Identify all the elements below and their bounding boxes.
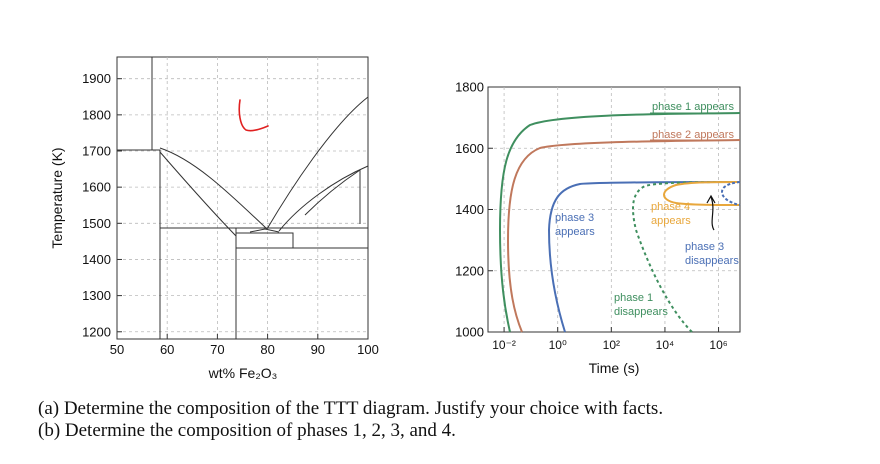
phase4-appears-curve bbox=[663, 181, 741, 206]
phase3-disappears-curve bbox=[720, 181, 741, 206]
pd-ytick-label: 1500 bbox=[82, 216, 111, 231]
phase2-appears-curve bbox=[506, 139, 741, 333]
phase-diagram-frame bbox=[116, 56, 369, 340]
pd-xtick-label: 60 bbox=[160, 342, 174, 357]
ttt-curves bbox=[498, 112, 741, 333]
phase1-disappears-label-line2: disappears bbox=[614, 306, 668, 318]
question-b: (b) Determine the composition of phases … bbox=[38, 420, 456, 441]
phase2-appears-label: phase 2 appears bbox=[652, 129, 734, 141]
phase1-appears-curve bbox=[498, 112, 741, 333]
ttt-xtick-label: 10⁰ bbox=[549, 338, 567, 352]
phase4-appears-label-line1: phase 4 bbox=[651, 201, 690, 213]
ttt-grid bbox=[488, 87, 740, 332]
phase-diagram-grid bbox=[117, 57, 368, 339]
pd-xtick-label: 50 bbox=[110, 342, 124, 357]
phase3-disappears-arrow bbox=[706, 194, 716, 231]
pd-ytick-label: 1900 bbox=[82, 71, 111, 86]
ttt-xlabel: Time (s) bbox=[589, 360, 640, 376]
pd-ytick-label: 1400 bbox=[82, 252, 111, 267]
phase3-disappears-label-line1: phase 3 bbox=[685, 241, 724, 253]
eutectic-notch bbox=[249, 228, 280, 233]
liquidus-left-curve bbox=[159, 147, 268, 230]
phase-diagram: 50 60 70 80 90 100 1200 1300 1400 1500 1600 1700 180… bbox=[49, 56, 379, 381]
pd-xtick-label: 70 bbox=[210, 342, 224, 357]
ttt-curve-labels: phase 1 appears phase 2 appears phase 3 … bbox=[555, 101, 740, 318]
pd-xtick-label: 80 bbox=[260, 342, 274, 357]
figure: 50 60 70 80 90 100 1200 1300 1400 1500 1600 1700 180… bbox=[49, 56, 741, 381]
ttt-diagram: 10⁻² 10⁰ 10² 10⁴ 10⁶ 1000 1200 1400 1600 1800 pha… bbox=[455, 80, 741, 376]
phase-diagram-xlabel: wt% Fe₂O₃ bbox=[208, 365, 278, 381]
pd-ytick-label: 1300 bbox=[82, 288, 111, 303]
ttt-xtick-label: 10⁶ bbox=[709, 338, 727, 352]
ttt-xtick-label: 10⁻² bbox=[492, 338, 516, 352]
ttt-ytick-label: 1800 bbox=[455, 80, 484, 95]
phase-diagram-ticks: 50 60 70 80 90 100 1200 1300 1400 1500 1600 1700 180… bbox=[82, 71, 379, 357]
phase1-appears-label: phase 1 appears bbox=[652, 101, 734, 113]
phase4-appears-label-line2: appears bbox=[651, 215, 691, 227]
phase1-disappears-curve bbox=[632, 181, 741, 333]
phase1-disappears-label-line1: phase 1 bbox=[614, 292, 653, 304]
ttt-xtick-label: 10⁴ bbox=[656, 338, 675, 352]
pd-ytick-label: 1800 bbox=[82, 107, 111, 122]
ttt-xtick-label: 10² bbox=[603, 338, 620, 352]
ttt-ytick-label: 1600 bbox=[455, 141, 484, 156]
pd-ytick-label: 1700 bbox=[82, 144, 111, 159]
ttt-ticks: 10⁻² 10⁰ 10² 10⁴ 10⁶ 1000 1200 1400 1600 1800 bbox=[455, 80, 728, 353]
inner-right-curve bbox=[278, 165, 369, 232]
ttt-ytick-label: 1000 bbox=[455, 325, 484, 340]
phase-diagram-ylabel: Temperature (K) bbox=[49, 147, 65, 248]
phase-boundaries bbox=[117, 57, 369, 339]
pd-xtick-label: 100 bbox=[357, 342, 379, 357]
pd-xtick-label: 90 bbox=[311, 342, 325, 357]
inner-right-curve-2 bbox=[304, 169, 361, 224]
phase3-disappears-label-line2: disappears bbox=[685, 255, 739, 267]
solidus-left-curve bbox=[159, 151, 237, 237]
liquidus-right-curve bbox=[266, 96, 369, 230]
phase3-appears-label-line1: phase 3 bbox=[555, 212, 594, 224]
handwritten-red-mark bbox=[238, 99, 269, 132]
phase3-appears-label-line2: appears bbox=[555, 226, 595, 238]
pd-ytick-label: 1200 bbox=[82, 324, 111, 339]
question-a: (a) Determine the composition of the TTT… bbox=[38, 398, 664, 419]
ttt-ytick-label: 1400 bbox=[455, 202, 484, 217]
ttt-ytick-label: 1200 bbox=[455, 263, 484, 278]
pd-ytick-label: 1600 bbox=[82, 180, 111, 195]
phase3-appears-curve bbox=[547, 181, 741, 333]
left-vertical-boundary bbox=[151, 57, 161, 339]
central-box bbox=[235, 228, 294, 339]
